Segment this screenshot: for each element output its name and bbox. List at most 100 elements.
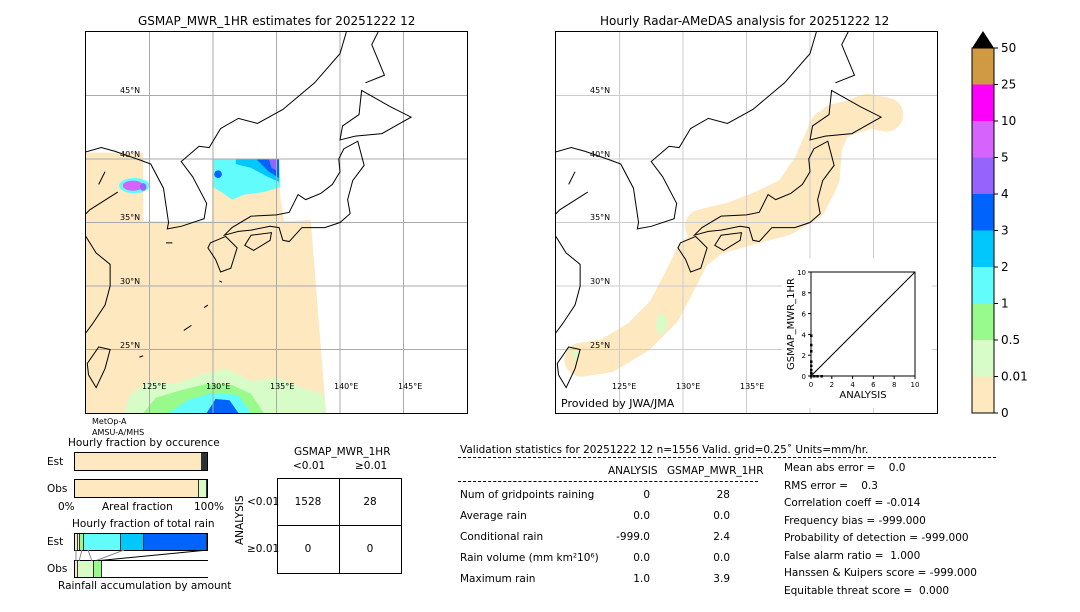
stat-value: 0.0 xyxy=(633,552,650,564)
bar-segment xyxy=(75,453,203,470)
col-header: GSMAP_MWR_1HR xyxy=(667,465,764,477)
divider xyxy=(277,525,402,526)
x-tick-label: 6 xyxy=(871,381,876,389)
score-line: False alarm ratio = 1.000 xyxy=(784,549,921,562)
stat-value: 1.0 xyxy=(633,573,650,585)
lat-label: 45°N xyxy=(590,86,611,95)
stat-label: Maximum rain xyxy=(460,573,536,585)
colorbar-tick-label: 1 xyxy=(1001,297,1009,311)
y-tick-label: 6 xyxy=(802,311,807,319)
stat-value: 0.0 xyxy=(633,510,650,522)
lon-label: 130°E xyxy=(676,382,701,391)
lon-label: 125°E xyxy=(612,382,637,391)
colorbar-swatch xyxy=(972,267,994,304)
x-max-label: 100% xyxy=(194,501,225,513)
bar-segment xyxy=(203,453,205,470)
lon-label: 135°E xyxy=(270,382,295,391)
colorbar-tick-label: 0.5 xyxy=(1001,333,1020,347)
colorbar-tick-label: 5 xyxy=(1001,151,1009,165)
lat-label: 25°N xyxy=(120,341,141,350)
sensor-label: AMSU-A/MHS xyxy=(92,428,145,437)
col-header: <0.01 xyxy=(293,460,326,472)
scatter-point xyxy=(816,375,819,378)
areal-fraction-label: Areal fraction xyxy=(102,501,173,513)
bar-segment xyxy=(84,534,122,550)
score-line: Hanssen & Kuipers score = -999.000 xyxy=(784,567,977,579)
colorbar-swatch xyxy=(972,84,994,121)
stat-value: 0.0 xyxy=(713,552,730,564)
scatter-point xyxy=(813,375,816,378)
colorbar-tick-label: 2 xyxy=(1001,260,1009,274)
x-tick-label: 0 xyxy=(809,381,813,389)
x-tick-label: 10 xyxy=(911,381,920,389)
cell: 1528 xyxy=(294,496,322,508)
score-line: Frequency bias = -999.000 xyxy=(784,514,926,527)
y-tick-label: 0 xyxy=(802,373,806,381)
score-line: Equitable threat score = 0.000 xyxy=(784,584,950,597)
data-coverage xyxy=(86,152,327,413)
scatter-inset: 0 2 4 6 8 10 0 2 4 6 8 10 ANALYSIS GSMAP_MWR_1HR xyxy=(786,269,920,401)
scatter-point xyxy=(810,360,813,363)
bar-segment xyxy=(75,534,78,550)
stat-label: Rain volume (mm km²10⁶) xyxy=(460,552,599,564)
bar-segment xyxy=(77,561,94,577)
bar-segment xyxy=(202,453,204,470)
rain-field-west xyxy=(119,178,150,194)
stat-value: 2.4 xyxy=(713,531,730,543)
colorbar-swatch xyxy=(972,230,994,267)
lat-label: 25°N xyxy=(590,341,611,350)
score-line: RMS error = 0.3 xyxy=(784,479,878,492)
lat-label: 45°N xyxy=(120,86,141,95)
bar-segment xyxy=(205,453,207,470)
reference-line xyxy=(810,271,916,377)
bar-segment xyxy=(80,534,85,550)
row-header: ≥0.01 xyxy=(247,543,280,555)
est-label: Est xyxy=(47,456,64,468)
colorbar-swatch xyxy=(972,121,994,158)
stat-value: 0.0 xyxy=(713,510,730,522)
lat-label: 40°N xyxy=(120,150,141,159)
x-axis-label: ANALYSIS xyxy=(839,390,886,401)
score-line: Probability of detection = -999.000 xyxy=(784,532,969,544)
colorbar-tick-label: 4 xyxy=(1001,187,1009,201)
rain-field-south xyxy=(124,368,327,413)
total-rain-obs-bar xyxy=(74,560,208,578)
x-min-label: 0% xyxy=(58,501,75,513)
divider xyxy=(339,478,340,574)
stat-value: -999.0 xyxy=(616,531,650,543)
divider xyxy=(458,457,996,458)
y-tick-label: 4 xyxy=(802,331,807,339)
stat-value: 28 xyxy=(716,489,730,501)
lon-label: 140°E xyxy=(334,382,359,391)
occurrence-est-bar xyxy=(74,452,208,471)
scatter-point xyxy=(820,375,823,378)
colorbar-swatch xyxy=(972,194,994,231)
left-map: 45°N 40°N 35°N 30°N 25°N 125°E 130°E 135… xyxy=(85,31,468,414)
colorbar-extend-triangle xyxy=(972,31,994,48)
obs-label: Obs xyxy=(47,483,68,495)
occurrence-title: Hourly fraction by occurence xyxy=(68,437,220,449)
contingency-title: GSMAP_MWR_1HR xyxy=(294,446,391,458)
y-tick-label: 2 xyxy=(802,352,806,360)
y-tick-label: 10 xyxy=(797,269,806,277)
colorbar-tick-label: 50 xyxy=(1001,41,1016,55)
lat-label: 35°N xyxy=(590,213,611,222)
bar-segment xyxy=(199,480,207,497)
colorbar: 0 0.01 0.5 1 2 3 4 5 10 25 50 xyxy=(971,31,1028,420)
stats-title: Validation statistics for 20251222 12 n=… xyxy=(460,444,869,456)
coastlines xyxy=(86,32,411,388)
stat-label: Num of gridpoints raining xyxy=(460,489,595,501)
scatter-point xyxy=(810,371,813,375)
connector-lines xyxy=(75,550,208,561)
right-map-title: Hourly Radar-AMeDAS analysis for 2025122… xyxy=(600,14,890,28)
cell: 0 xyxy=(366,543,374,555)
colorbar-swatch xyxy=(972,157,994,194)
x-tick-label: 4 xyxy=(850,381,855,389)
lat-label: 35°N xyxy=(120,213,141,222)
bar-segment xyxy=(75,480,200,497)
colorbar-tick-label: 25 xyxy=(1001,78,1016,92)
accumulation-label: Rainfall accumulation by amount xyxy=(58,580,232,592)
stat-label: Average rain xyxy=(460,510,527,522)
lon-label: 125°E xyxy=(142,382,167,391)
